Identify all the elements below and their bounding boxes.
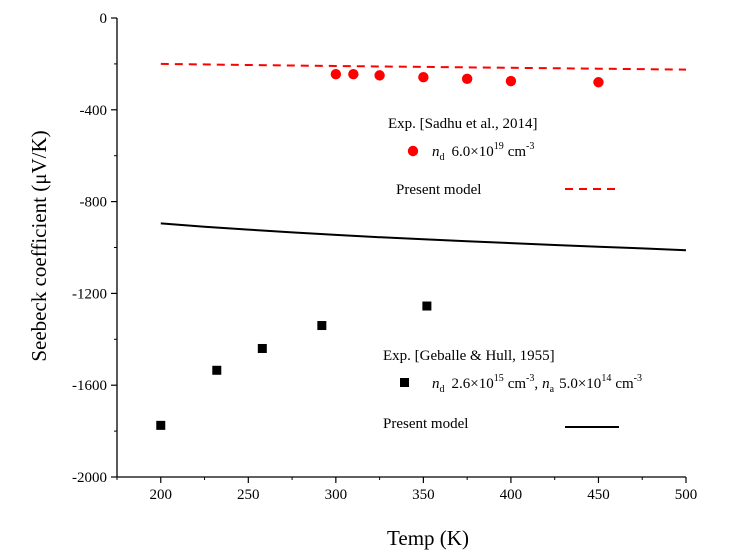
legend-geballe-nd-symbol: n [432,376,440,392]
legend-sadhu-title: Exp. [Sadhu et al., 2014] [388,116,538,132]
legend-geballe-na-unit-exp: -3 [634,373,642,384]
data-point [461,73,473,85]
data-point [330,69,342,80]
data-point [374,70,385,81]
legend-sadhu-marker [407,145,419,157]
legend-geballe-na-unit: cm [615,376,634,392]
legend-geballe-na-value: 5.0×10 [559,376,601,392]
legend-geballe-marker [400,378,409,387]
data-point [348,69,359,80]
legend-geballe-na-exp: 14 [601,373,611,384]
data-point [505,75,517,87]
x-axis-title: Temp (K) [387,526,469,550]
data-point [317,321,327,331]
legend-sadhu-n-symbol: n [432,144,440,160]
x-tick-label: 300 [325,487,348,503]
series-0 [330,69,604,88]
legend-geballe-nd-value: 2.6×10 [452,376,494,392]
legend-geballe-model-label: Present model [383,416,468,432]
legend-geballe-nd-unit: cm [508,376,527,392]
data-point [156,420,166,430]
y-tick-label: 0 [100,11,108,27]
data-point [418,72,429,83]
legend-geballe-nd-exp: 15 [494,373,504,384]
series-layer [156,62,687,430]
y-tick-label: -1600 [72,378,107,394]
y-axis-title: Seebeck coefficient (μV/K) [27,130,51,361]
legend-geballe-na-sub: a [550,384,555,395]
legend-geballe-na-symbol: n [542,376,550,392]
x-tick-label: 450 [587,487,610,503]
x-tick-label: 200 [150,487,173,503]
series-2 [156,301,432,430]
legend-sadhu-n-unit: cm [508,144,527,160]
x-tick-label: 500 [675,487,698,503]
legend-sadhu-density: nd 6.0×1019 cm-3 [432,141,534,163]
legend-sadhu-model-label: Present model [396,182,481,198]
legend-sadhu-n-value: 6.0×10 [452,144,494,160]
series-3 [160,222,687,252]
legend-sadhu-n-unit-exp: -3 [526,141,534,152]
y-tick-label: -400 [80,103,108,119]
y-tick-label: -800 [80,195,108,211]
data-point [593,77,604,88]
legend-geballe-nd-sub: d [440,384,445,395]
legend-sadhu-n-sub: d [440,152,445,163]
x-tick-label: 400 [500,487,523,503]
x-tick-label: 250 [237,487,260,503]
y-tick-label: -2000 [72,470,107,486]
series-line [160,222,687,252]
legend-group-geballe: Exp. [Geballe & Hull, 1955] nd 2.6×1015 cm… [383,348,642,432]
legend-sadhu-n-exp: 19 [494,141,504,152]
series-line [160,62,687,71]
data-point [422,301,432,311]
y-axis-ticks: 0 -400 -800 -1200 -1600 -2000 [72,11,117,486]
data-point [257,343,267,353]
x-axis-ticks: 200 250 300 350 400 450 500 [116,477,698,503]
legend-geballe-title: Exp. [Geballe & Hull, 1955] [383,348,555,364]
x-tick-label: 350 [412,487,435,503]
legend-geballe-density: nd 2.6×1015 cm-3, na 5.0×1014 cm-3 [432,373,642,395]
legend-group-sadhu: Exp. [Sadhu et al., 2014] nd 6.0×1019 cm-3… [388,116,619,198]
y-tick-label: -1200 [72,286,107,302]
legend-geballe-sep: , [534,376,538,392]
legend-geballe-nd-unit-exp: -3 [526,373,534,384]
data-point [212,365,222,375]
series-1 [160,62,687,71]
